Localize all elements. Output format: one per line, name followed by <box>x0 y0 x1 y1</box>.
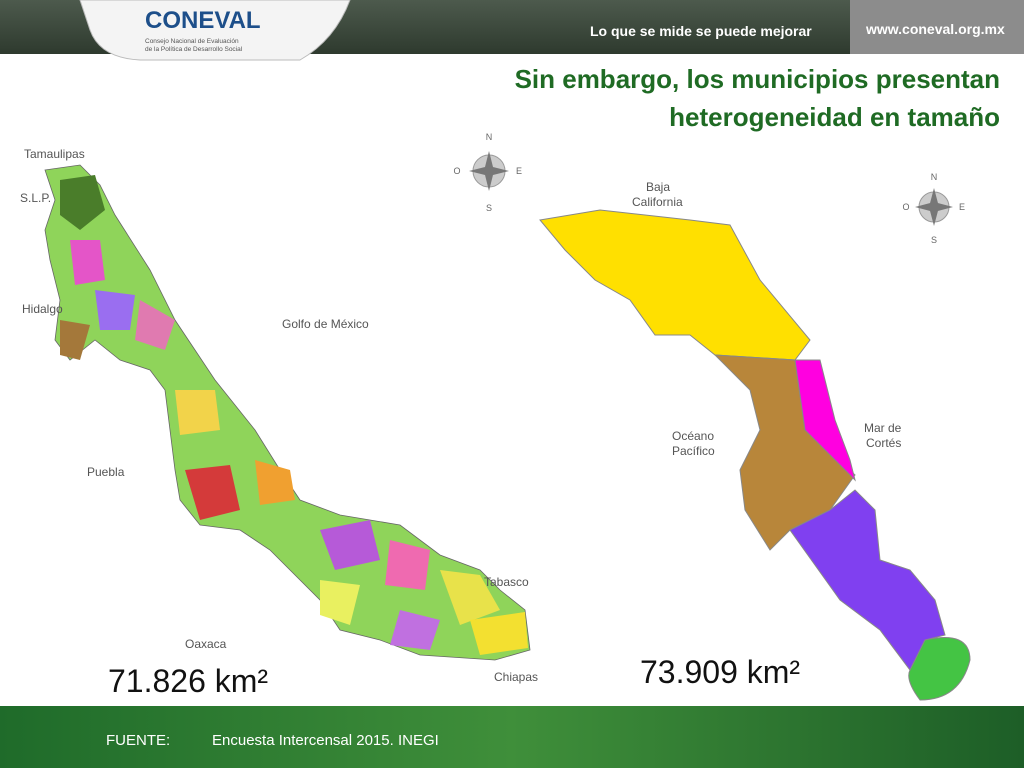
slogan: Lo que se mide se puede mejorar <box>590 23 812 39</box>
compass-s: S <box>486 203 492 213</box>
map-label: Mar de <box>864 421 902 435</box>
map-label: Oaxaca <box>185 637 227 651</box>
map-veracruz <box>44 164 531 661</box>
logo-subtitle: de la Política de Desarrollo Social <box>145 46 243 53</box>
url: www.coneval.org.mx <box>865 21 1005 37</box>
map-label: Baja <box>646 180 670 194</box>
compass-n: N <box>931 172 938 182</box>
compass-n: N <box>486 132 493 142</box>
url-box <box>850 0 1024 54</box>
compass-w: O <box>902 202 909 212</box>
map-label: S.L.P. <box>20 191 51 205</box>
logo-subtitle: Consejo Nacional de Evaluación <box>145 38 239 45</box>
title: heterogeneidad en tamaño <box>669 102 1000 132</box>
footer-bar <box>0 706 1024 768</box>
map-label: Chiapas <box>494 670 538 684</box>
area-label: 71.826 km² <box>108 663 268 699</box>
map-label: Tamaulipas <box>24 147 85 161</box>
map-label: Puebla <box>87 465 125 479</box>
compass-w: O <box>453 166 460 176</box>
compass-e: E <box>516 166 522 176</box>
map-label: California <box>632 195 683 209</box>
compass-e: E <box>959 202 965 212</box>
title: Sin embargo, los municipios presentan <box>515 64 1000 94</box>
compass: N S E O <box>902 172 965 245</box>
logo: CONEVAL <box>145 7 261 34</box>
footer-source: Encuesta Intercensal 2015. INEGI <box>212 732 439 749</box>
map-bcs <box>539 209 971 701</box>
footer-label: FUENTE: <box>106 732 170 749</box>
map-label: Hidalgo <box>22 302 63 316</box>
map-label: Océano <box>672 429 714 443</box>
map-label: Tabasco <box>484 575 529 589</box>
map-label: Pacífico <box>672 444 715 458</box>
compass-s: S <box>931 235 937 245</box>
logo-tab <box>79 0 351 61</box>
map-label: Cortés <box>866 436 901 450</box>
compass: N S E O <box>453 132 522 213</box>
map-label: Golfo de México <box>282 317 369 331</box>
area-label: 73.909 km² <box>640 654 800 690</box>
